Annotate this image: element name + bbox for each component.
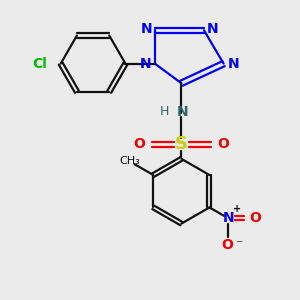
Text: S: S xyxy=(175,135,188,153)
Text: N: N xyxy=(222,211,234,225)
Text: O: O xyxy=(221,238,233,252)
Text: N: N xyxy=(228,57,239,70)
Text: N: N xyxy=(177,105,188,119)
Text: CH₃: CH₃ xyxy=(119,156,140,166)
Text: N: N xyxy=(207,22,219,36)
Text: N: N xyxy=(139,57,151,70)
Text: O: O xyxy=(250,211,262,225)
Text: N: N xyxy=(140,22,152,36)
Text: O: O xyxy=(133,137,145,151)
Text: ⁻: ⁻ xyxy=(235,238,243,252)
Text: H: H xyxy=(160,105,169,118)
Text: +: + xyxy=(233,204,241,214)
Text: O: O xyxy=(218,137,230,151)
Text: Cl: Cl xyxy=(32,57,47,70)
